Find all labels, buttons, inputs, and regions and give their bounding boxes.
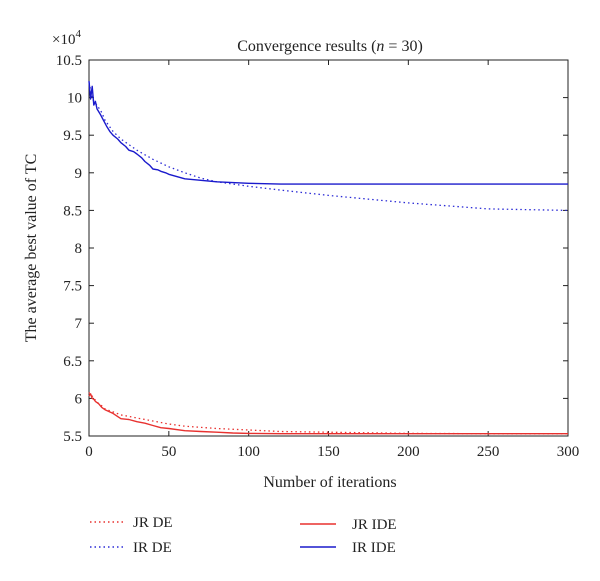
y-axis-multiplier-exponent: 4 xyxy=(75,28,81,40)
y-axis-ticks: 5.5 6 6.5 7 7.5 8 8.5 9 9.5 10 10.5 xyxy=(56,53,568,445)
x-axis-ticks: 0 50 100 150 200 250 300 xyxy=(85,60,579,460)
plot-frame xyxy=(88,59,569,437)
chart-title: Convergence results (n = 30) xyxy=(237,38,423,55)
legend: JR DE IR DE JR IDE IR IDE xyxy=(90,515,397,556)
x-tick-label: 300 xyxy=(557,444,580,460)
chart-title-variable: n xyxy=(376,38,384,55)
y-axis-multiplier-base: ×10 xyxy=(52,32,75,48)
legend-label: JR DE xyxy=(133,515,173,531)
legend-label: IR IDE xyxy=(352,540,396,556)
series-layer xyxy=(88,81,569,435)
y-tick-label: 8 xyxy=(75,241,83,257)
legend-label: IR DE xyxy=(133,540,172,556)
y-axis-multiplier: ×104 xyxy=(52,28,81,48)
y-tick-label: 5.5 xyxy=(63,429,82,445)
series-line-jr-ide xyxy=(88,393,568,435)
series-line-ir-de xyxy=(88,82,569,212)
x-tick-label: 0 xyxy=(85,444,93,460)
y-axis-label: The average best value of TC xyxy=(23,154,40,343)
chart-title-prefix: Convergence results ( xyxy=(237,38,376,55)
legend-label: JR IDE xyxy=(352,517,397,533)
y-tick-label: 7 xyxy=(75,316,83,332)
y-tick-label: 7.5 xyxy=(63,279,82,295)
y-tick-label: 9 xyxy=(75,166,83,182)
y-tick-label: 10 xyxy=(67,91,82,107)
x-tick-label: 50 xyxy=(161,444,176,460)
y-tick-label: 6.5 xyxy=(63,354,82,370)
y-tick-label: 8.5 xyxy=(63,203,82,219)
chart-title-suffix: = 30) xyxy=(384,38,422,55)
x-tick-label: 150 xyxy=(317,444,340,460)
plot-area xyxy=(88,59,569,437)
y-tick-label: 9.5 xyxy=(63,128,82,144)
y-tick-label: 10.5 xyxy=(56,53,82,69)
series-line-ir-ide xyxy=(88,81,568,185)
x-tick-label: 200 xyxy=(397,444,420,460)
x-tick-label: 250 xyxy=(477,444,500,460)
y-tick-label: 6 xyxy=(75,391,83,407)
x-tick-label: 100 xyxy=(237,444,260,460)
x-axis-label: Number of iterations xyxy=(263,474,396,491)
